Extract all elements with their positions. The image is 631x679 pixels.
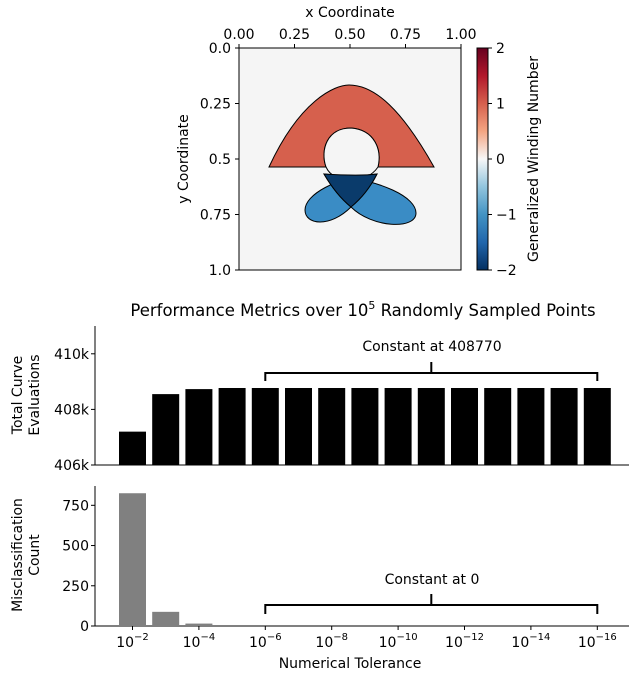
evaluations-bar bbox=[384, 387, 412, 465]
panel-title: Performance Metrics over 105 Randomly Sa… bbox=[130, 299, 595, 320]
y-tick-label: 250 bbox=[62, 579, 89, 595]
misclassification-bar bbox=[185, 623, 213, 626]
y-tick-label: 750 bbox=[62, 498, 89, 514]
heatmap-y-ticks: 0.0 0.25 0.5 0.75 1.0 bbox=[200, 41, 239, 279]
bracket-line bbox=[264, 362, 599, 381]
x-tick-label: 0.75 bbox=[390, 27, 421, 43]
evaluations-bars bbox=[119, 387, 611, 465]
y-tick-label: 0.25 bbox=[200, 97, 231, 113]
winding-region-inner-loop bbox=[323, 127, 380, 182]
x-tick-label: 10−10 bbox=[379, 632, 418, 651]
x-tick-label: 1.00 bbox=[445, 27, 476, 43]
evaluations-bar bbox=[218, 387, 246, 465]
evaluations-panel: Performance Metrics over 105 Randomly Sa… bbox=[10, 299, 629, 474]
colorbar-tick-label: −1 bbox=[496, 208, 517, 224]
y-tick-label: 1.0 bbox=[209, 263, 231, 279]
x-tick-label: 10−6 bbox=[249, 632, 282, 651]
x-tick-label: 10−12 bbox=[445, 632, 484, 651]
y-tick-label: 0.0 bbox=[209, 41, 231, 57]
evaluations-bar bbox=[251, 387, 279, 465]
evaluations-bar bbox=[583, 387, 611, 465]
x-tick-label: 10−4 bbox=[183, 632, 216, 651]
winding-region-overlap bbox=[323, 173, 378, 208]
evaluations-ylabel-line-2: Evaluations bbox=[27, 354, 43, 435]
colorbar-tick-label: 2 bbox=[496, 41, 505, 57]
colorbar bbox=[476, 47, 489, 271]
colorbar-tick-label: 0 bbox=[496, 152, 505, 168]
heatmap-xlabel: x Coordinate bbox=[305, 5, 394, 21]
heatmap-ylabel: y Coordinate bbox=[176, 114, 192, 203]
colorbar-ticks: 2 1 0 −1 −2 bbox=[488, 41, 517, 279]
heatmap-x-ticks: 0.00 0.25 0.50 0.75 1.00 bbox=[223, 27, 477, 48]
bracket-line bbox=[264, 594, 599, 614]
evaluations-bar bbox=[417, 387, 445, 465]
misclassification-bar bbox=[119, 493, 146, 626]
y-tick-label: 410k bbox=[54, 347, 90, 363]
misclassification-x-ticks: 10−2 10−4 10−6 10−8 10−10 10−12 10−14 10−16 bbox=[116, 626, 617, 651]
evaluations-bar bbox=[285, 387, 312, 465]
misclassification-y-ticks: 0 250 500 750 bbox=[62, 498, 95, 635]
evaluations-bar bbox=[318, 387, 346, 465]
misclassification-bracket: Constant at 0 bbox=[264, 572, 599, 614]
x-tick-label: 10−2 bbox=[116, 632, 149, 651]
evaluations-y-ticks: 406k 408k 410k bbox=[54, 347, 95, 474]
y-tick-label: 500 bbox=[62, 539, 89, 555]
colorbar-label: Generalized Winding Number bbox=[526, 56, 542, 262]
evaluations-bar bbox=[152, 394, 180, 465]
x-tick-label: 0.50 bbox=[334, 27, 365, 43]
misclassification-xlabel: Numerical Tolerance bbox=[279, 656, 422, 672]
x-tick-label: 0.25 bbox=[279, 27, 310, 43]
misclassification-ylabel-line-1: Misclassification bbox=[10, 498, 26, 612]
evaluations-ylabel-line-1: Total Curve bbox=[10, 356, 26, 435]
y-tick-label: 406k bbox=[54, 458, 90, 474]
evaluations-bar bbox=[517, 387, 545, 465]
evaluations-bracket: Constant at 408770 bbox=[264, 339, 599, 381]
x-tick-label: 10−14 bbox=[511, 632, 550, 651]
colorbar-tick-label: 1 bbox=[496, 97, 505, 113]
evaluations-bar bbox=[119, 431, 146, 465]
evaluations-bar bbox=[550, 387, 578, 465]
evaluations-bar bbox=[451, 387, 478, 465]
x-tick-label: 10−8 bbox=[315, 632, 348, 651]
misclassification-ylabel-line-2: Count bbox=[27, 534, 43, 576]
y-tick-label: 0 bbox=[80, 619, 89, 635]
panel-title-superscript: 5 bbox=[368, 299, 375, 312]
misclassification-bars bbox=[119, 493, 213, 626]
evaluations-bar bbox=[484, 387, 512, 465]
misclassification-axes bbox=[94, 486, 629, 627]
x-tick-label: 0.00 bbox=[223, 27, 254, 43]
y-tick-label: 0.5 bbox=[209, 152, 231, 168]
winding-number-panel: 0.00 0.25 0.50 0.75 1.00 x Coordinate 0.00.2… bbox=[176, 5, 542, 279]
y-tick-label: 408k bbox=[54, 402, 90, 418]
misclassification-bar bbox=[152, 611, 180, 626]
colorbar-tick-label: −2 bbox=[496, 263, 517, 279]
misclassification-annotation: Constant at 0 bbox=[385, 572, 480, 588]
y-tick-label: 0.75 bbox=[200, 208, 231, 224]
evaluations-bar bbox=[351, 387, 379, 465]
x-tick-label: 10−16 bbox=[578, 632, 617, 651]
evaluations-bar bbox=[185, 389, 213, 465]
evaluations-annotation: Constant at 408770 bbox=[362, 339, 501, 355]
